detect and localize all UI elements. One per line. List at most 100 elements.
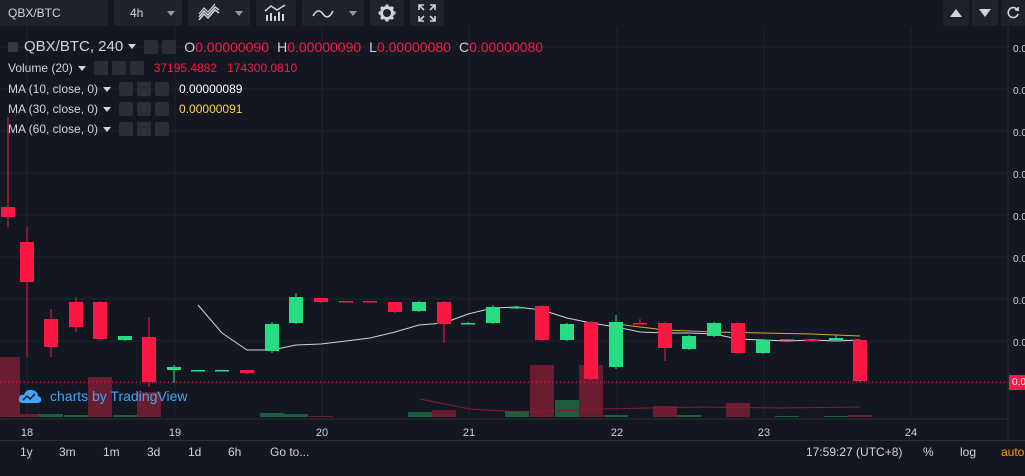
top-toolbar: QBX/BTC 4h bbox=[0, 0, 1025, 27]
goto-date-button[interactable]: Go to... bbox=[270, 445, 310, 459]
ma60-label[interactable]: MA (60, close, 0) bbox=[8, 122, 99, 136]
symbol-search-box[interactable]: QBX/BTC bbox=[0, 0, 108, 26]
volume-label[interactable]: Volume (20) bbox=[8, 61, 73, 75]
gear-icon[interactable] bbox=[137, 102, 152, 116]
candle-body bbox=[805, 340, 819, 342]
ma10-label[interactable]: MA (10, close, 0) bbox=[8, 82, 99, 96]
range-3d-button[interactable]: 3d bbox=[147, 445, 161, 459]
candle-body bbox=[44, 319, 58, 347]
gear-icon[interactable] bbox=[111, 61, 126, 75]
y-tick-label: 0.0 bbox=[1013, 44, 1025, 55]
candle-body bbox=[167, 367, 181, 370]
low-label: L bbox=[369, 38, 377, 55]
candle-body bbox=[412, 302, 426, 311]
ma60-legend: MA (60, close, 0) bbox=[8, 122, 170, 136]
volume-bar bbox=[653, 406, 677, 417]
range-1m-button[interactable]: 1m bbox=[103, 445, 120, 459]
chevron-down-icon[interactable] bbox=[77, 65, 86, 71]
chevron-down-icon[interactable] bbox=[103, 86, 112, 92]
y-tick-label: 0.0 bbox=[1013, 86, 1025, 97]
cloud-icon bbox=[18, 389, 42, 403]
chevron-down-icon[interactable] bbox=[103, 126, 112, 132]
volume-legend: Volume (20) 37195.4882 174300.0810 bbox=[8, 61, 297, 75]
range-3m-button[interactable]: 3m bbox=[59, 445, 76, 459]
gear-icon[interactable] bbox=[137, 82, 152, 96]
chevron-down-icon bbox=[235, 11, 243, 16]
close-icon[interactable] bbox=[129, 61, 144, 75]
x-tick-label: 24 bbox=[905, 427, 917, 439]
candle-body bbox=[142, 337, 156, 382]
fullscreen-button[interactable] bbox=[410, 0, 444, 26]
candle-body bbox=[215, 370, 229, 372]
percent-scale-toggle[interactable]: % bbox=[923, 445, 934, 459]
candle-body bbox=[388, 302, 402, 312]
chevron-down-icon bbox=[167, 11, 175, 16]
ma10-legend: MA (10, close, 0) 0.00000089 bbox=[8, 82, 242, 96]
symbol-label: QBX/BTC bbox=[8, 6, 61, 20]
last-price-tag: 0.0 bbox=[1009, 375, 1025, 390]
volume-bar bbox=[530, 365, 554, 417]
x-tick-label: 21 bbox=[463, 427, 475, 439]
compare-dropdown[interactable] bbox=[302, 0, 364, 26]
series-title[interactable]: QBX/BTC, 240 bbox=[24, 38, 124, 55]
log-scale-toggle[interactable]: log bbox=[960, 445, 977, 459]
high-label: H bbox=[277, 38, 288, 55]
candle-body bbox=[461, 323, 475, 325]
main-series-legend: QBX/BTC, 240 O 0.00000090 H 0.00000090 L 0.… bbox=[8, 38, 543, 55]
triangle-down-icon bbox=[979, 9, 991, 17]
price-chart[interactable]: 0.0 0.0 0.0 0.0 0.0 0.0 0.0 0.0 18 19 20 21 22 23 24 bbox=[0, 27, 1025, 442]
y-tick-label: 0.0 bbox=[1013, 170, 1025, 181]
chevron-down-icon[interactable] bbox=[103, 106, 112, 112]
scroll-up-button[interactable] bbox=[943, 0, 969, 26]
candle-body bbox=[1, 207, 15, 217]
refresh-button[interactable] bbox=[1001, 0, 1025, 26]
interval-dropdown[interactable]: 4h bbox=[114, 0, 182, 26]
candle-body bbox=[707, 323, 721, 336]
refresh-icon bbox=[1007, 6, 1020, 19]
eye-icon[interactable] bbox=[119, 122, 134, 136]
chart-style-dropdown[interactable] bbox=[188, 0, 250, 26]
range-1d-button[interactable]: 1d bbox=[188, 445, 202, 459]
settings-button[interactable] bbox=[370, 0, 404, 26]
tradingview-branding[interactable]: charts by TradingView bbox=[18, 388, 187, 404]
eye-icon[interactable] bbox=[93, 61, 108, 75]
close-value: 0.00000080 bbox=[469, 38, 544, 55]
candle-body bbox=[584, 322, 598, 379]
scroll-down-button[interactable] bbox=[972, 0, 998, 26]
eye-icon[interactable] bbox=[119, 102, 134, 116]
clock-display: 17:59:27 (UTC+8) bbox=[806, 445, 903, 459]
volume-bar bbox=[64, 415, 88, 417]
close-icon[interactable] bbox=[155, 82, 170, 96]
eye-icon[interactable] bbox=[119, 82, 134, 96]
volume-bar bbox=[88, 377, 112, 417]
candle-body bbox=[829, 338, 843, 340]
candle-body bbox=[118, 336, 132, 340]
candle-body bbox=[609, 322, 623, 367]
chevron-down-icon[interactable] bbox=[128, 44, 137, 49]
candle-body bbox=[486, 307, 500, 323]
range-6h-button[interactable]: 6h bbox=[228, 445, 242, 459]
candle-body bbox=[510, 307, 524, 309]
gear-icon[interactable] bbox=[162, 39, 177, 54]
close-icon[interactable] bbox=[155, 122, 170, 136]
ma10-value: 0.00000089 bbox=[179, 82, 243, 96]
range-1y-button[interactable]: 1y bbox=[20, 445, 33, 459]
volume-bar bbox=[0, 357, 20, 417]
candle-body bbox=[339, 301, 353, 303]
volume-bar bbox=[15, 414, 39, 417]
x-tick-label: 19 bbox=[169, 427, 181, 439]
auto-scale-toggle[interactable]: auto bbox=[1001, 445, 1025, 459]
candle-body bbox=[756, 340, 770, 353]
indicators-button[interactable] bbox=[256, 0, 296, 26]
candle-body bbox=[289, 297, 303, 323]
volume-bar bbox=[775, 416, 799, 417]
close-icon[interactable] bbox=[155, 102, 170, 116]
eye-icon[interactable] bbox=[144, 39, 159, 54]
collapse-icon[interactable] bbox=[8, 41, 18, 52]
open-label: O bbox=[184, 38, 196, 55]
gear-icon[interactable] bbox=[137, 122, 152, 136]
candle-body bbox=[20, 242, 34, 282]
x-tick-label: 23 bbox=[758, 427, 770, 439]
ma30-label[interactable]: MA (30, close, 0) bbox=[8, 102, 99, 116]
candle-body bbox=[265, 324, 279, 351]
